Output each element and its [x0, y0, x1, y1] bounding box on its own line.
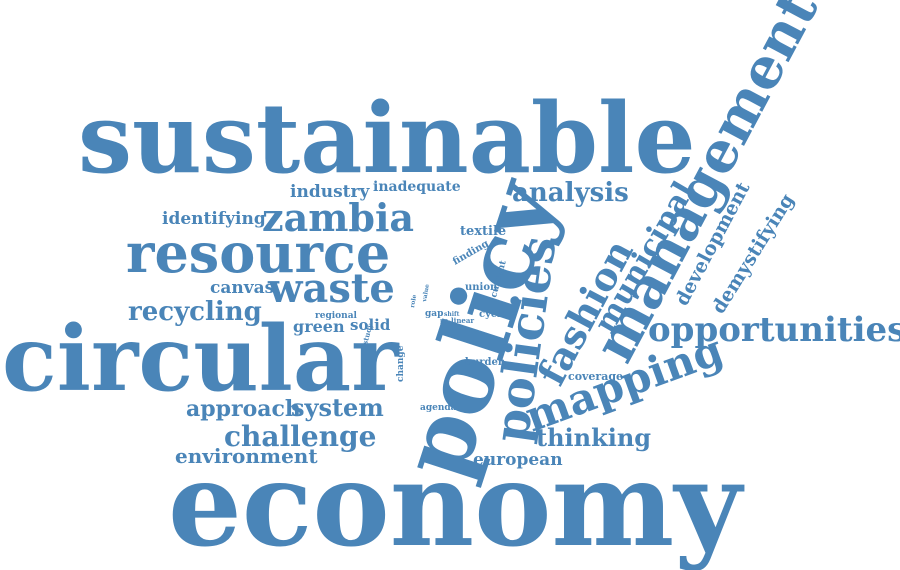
word-life: life	[440, 319, 451, 326]
word-thinking: thinking	[536, 423, 651, 452]
word-regional: regional	[315, 311, 358, 321]
word-recycling: recycling	[128, 297, 262, 327]
word-textile: textile	[460, 224, 506, 239]
word-shift: shift	[444, 311, 460, 318]
word-circular: circular	[2, 306, 400, 412]
word-identifying: identifying	[162, 209, 266, 229]
word-environment: environment	[175, 444, 318, 468]
word-sustainable: sustainable	[78, 82, 696, 195]
word-opportunities: opportunities	[648, 310, 900, 350]
word-approach: approach	[186, 396, 301, 422]
word-green: green	[293, 317, 345, 336]
word-solid: solid	[350, 316, 391, 334]
word-analysis: analysis	[512, 178, 629, 208]
word-gap: gap	[425, 309, 443, 319]
word-waste: waste	[267, 265, 395, 312]
word-system: system	[291, 393, 384, 422]
word-european: european	[473, 450, 563, 470]
word-linear: linear	[451, 316, 474, 325]
word-zambia: zambia	[262, 195, 414, 240]
word-agenda: agenda	[420, 403, 457, 413]
word-burden: burden	[465, 357, 506, 368]
word-economy: economy	[168, 437, 745, 570]
word-inadequate: inadequate	[373, 179, 461, 195]
word-change: change	[396, 345, 406, 382]
word-canvas: canvas	[210, 278, 274, 298]
word-coverage: coverage	[568, 370, 623, 383]
word-resource: resource	[126, 221, 390, 285]
word-role: role	[409, 294, 418, 308]
word-industry: industry	[290, 182, 370, 202]
word-value: value	[421, 283, 431, 303]
word-union: union	[465, 282, 498, 293]
word-challenge: challenge	[224, 420, 376, 453]
word-cycle: cycle	[479, 309, 507, 320]
